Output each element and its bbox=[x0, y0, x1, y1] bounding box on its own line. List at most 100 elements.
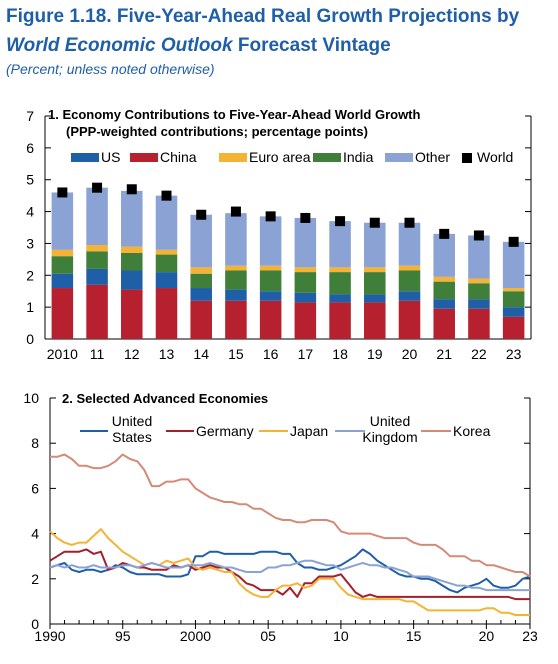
chart-1-x-tick-label: 2010 bbox=[47, 346, 78, 362]
legend-swatch-india bbox=[313, 153, 341, 162]
legend-label-united-states: States bbox=[112, 429, 152, 445]
legend-label-world: World bbox=[477, 149, 513, 165]
chart-1-x-tick-label: 14 bbox=[193, 346, 209, 362]
world-marker bbox=[196, 209, 207, 220]
series-line-united-states bbox=[49, 548, 531, 594]
chart-2-x-tick-label: 10 bbox=[333, 628, 349, 644]
chart-1-x-tick-label: 16 bbox=[263, 346, 279, 362]
bar-segment-india bbox=[51, 256, 74, 274]
bar-segment-us bbox=[259, 291, 282, 301]
bar-segment-other bbox=[155, 195, 178, 250]
chart-2-y-tick-label: 2 bbox=[31, 571, 39, 587]
chart-1-x-tick-label: 21 bbox=[436, 346, 452, 362]
bar-segment-china bbox=[502, 316, 525, 339]
chart-1-subtitle: (PPP-weighted contributions; percentage … bbox=[66, 124, 368, 139]
world-marker bbox=[335, 216, 346, 227]
legend-label-india: India bbox=[343, 149, 374, 165]
chart-1-x-tick-label: 20 bbox=[402, 346, 418, 362]
bar-segment-euro-area bbox=[364, 267, 386, 273]
bar-segment-china bbox=[294, 302, 317, 339]
figure-title-line2: World Economic Outlook Forecast Vintage bbox=[6, 35, 391, 57]
chart-1-y-tick-label: 3 bbox=[26, 235, 34, 251]
world-marker bbox=[230, 206, 241, 217]
bar-segment-india bbox=[364, 272, 386, 295]
bar-segment-china bbox=[51, 288, 74, 339]
legend-label-united-kingdom: United bbox=[370, 413, 410, 429]
bar-segment-euro-area bbox=[329, 267, 351, 273]
bar-segment-india bbox=[86, 251, 108, 269]
chart-1-x-tick-label: 23 bbox=[506, 346, 522, 362]
bar-segment-other bbox=[86, 187, 108, 246]
bar-segment-china bbox=[259, 300, 282, 339]
series-line-united-kingdom bbox=[49, 559, 530, 592]
bar-segment-euro-area bbox=[225, 265, 247, 271]
legend-label-japan: Japan bbox=[290, 423, 328, 439]
chart-1-x-tick-label: 11 bbox=[90, 346, 105, 362]
chart-1-y-tick-label: 7 bbox=[26, 108, 34, 124]
bar-segment-euro-area bbox=[433, 276, 455, 282]
bar-segment-us bbox=[51, 273, 74, 289]
bar-segment-india bbox=[155, 254, 178, 273]
chart-1-y-tick-label: 5 bbox=[26, 172, 34, 188]
bar-segment-china bbox=[86, 284, 108, 339]
bar-segment-euro-area bbox=[294, 267, 317, 273]
chart-1-title: 1. Economy Contributions to Five-Year-Ah… bbox=[48, 107, 421, 122]
legend-swatch-world bbox=[462, 153, 472, 163]
bar-segment-euro-area bbox=[398, 265, 421, 271]
bar-segment-us bbox=[433, 299, 455, 309]
world-marker bbox=[126, 184, 137, 195]
figure-title-line1: Figure 1.18. Five-Year-Ahead Real Growth… bbox=[6, 6, 520, 27]
bar-segment-china bbox=[398, 300, 421, 339]
world-marker bbox=[92, 182, 103, 193]
bar-segment-us bbox=[468, 299, 490, 309]
bar-segment-us bbox=[190, 288, 212, 301]
chart-2-x-tick-label: 95 bbox=[115, 628, 131, 644]
chart-2-x-tick-label: 20 bbox=[479, 628, 495, 644]
bar-segment-other bbox=[190, 214, 212, 268]
bar-segment-other bbox=[121, 190, 143, 247]
chart-1-x-tick-label: 13 bbox=[159, 346, 175, 362]
series-line-korea bbox=[50, 453, 531, 578]
world-marker bbox=[508, 236, 519, 247]
chart-2-x-tick-label: 1990 bbox=[34, 628, 65, 644]
chart-2-y-tick-label: 0 bbox=[31, 616, 39, 632]
chart-2-y-tick-label: 6 bbox=[31, 480, 39, 496]
legend-label-germany: Germany bbox=[196, 423, 254, 439]
bar-segment-us bbox=[155, 272, 178, 289]
bar-segment-us bbox=[294, 292, 317, 303]
legend-label-us: US bbox=[101, 149, 120, 165]
chart-1-x-tick-label: 12 bbox=[124, 346, 140, 362]
bar-segment-euro-area bbox=[51, 249, 74, 257]
legend-swatch-us bbox=[71, 153, 99, 162]
bar-segment-india bbox=[259, 270, 282, 292]
legend-swatch-other bbox=[385, 153, 413, 162]
bar-segment-china bbox=[225, 300, 247, 339]
chart-2-y-tick-label: 10 bbox=[23, 390, 39, 406]
legend-label-euro-area: Euro area bbox=[249, 149, 311, 165]
bar-segment-us bbox=[225, 289, 247, 301]
legend-swatch-china bbox=[130, 153, 158, 162]
figure-subtitle: (Percent; unless noted otherwise) bbox=[6, 61, 215, 77]
chart-2-x-tick-label: 2000 bbox=[180, 628, 211, 644]
bar-segment-euro-area bbox=[190, 267, 212, 274]
bar-segment-other bbox=[225, 213, 247, 266]
bar-segment-other bbox=[502, 241, 525, 289]
bar-segment-other bbox=[364, 222, 386, 268]
bar-segment-euro-area bbox=[502, 288, 525, 292]
bar-segment-us bbox=[86, 268, 108, 285]
bar-segment-us bbox=[329, 294, 351, 303]
bar-segment-china bbox=[121, 289, 143, 339]
chart-1-y-tick-label: 1 bbox=[26, 299, 34, 315]
world-marker bbox=[473, 230, 484, 241]
world-marker bbox=[404, 217, 415, 228]
bar-segment-euro-area bbox=[259, 265, 282, 271]
bar-segment-other bbox=[468, 235, 490, 279]
chart-1-y-tick-label: 0 bbox=[26, 331, 34, 347]
chart-1-x-tick-label: 18 bbox=[332, 346, 348, 362]
chart-1-x-tick-label: 15 bbox=[228, 346, 244, 362]
chart-1-x-tick-label: 17 bbox=[298, 346, 314, 362]
legend-label-united-kingdom: Kingdom bbox=[362, 429, 417, 445]
bar-segment-china bbox=[468, 308, 490, 339]
bar-segment-china bbox=[433, 308, 455, 339]
